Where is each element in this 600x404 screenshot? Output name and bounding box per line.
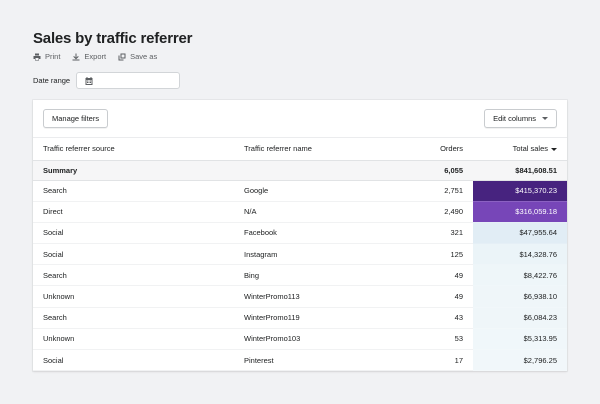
total-sales-cell: $6,938.10 bbox=[473, 285, 567, 308]
manage-filters-button[interactable]: Manage filters bbox=[43, 109, 109, 128]
table-row: Search Google 2,751 $415,370.23 bbox=[33, 180, 567, 202]
table-row: Unknown WinterPromo103 53 $5,313.95 bbox=[33, 328, 567, 351]
source-cell: Direct bbox=[33, 201, 234, 223]
total-sales-cell: $6,084.23 bbox=[473, 307, 567, 329]
save-as-button[interactable]: Save as bbox=[118, 52, 157, 61]
table-row: Unknown WinterPromo113 49 $6,938.10 bbox=[33, 285, 567, 308]
name-cell: Facebook bbox=[234, 222, 400, 245]
save-as-label: Save as bbox=[130, 52, 158, 61]
edit-columns-label: Edit columns bbox=[493, 114, 536, 123]
export-button[interactable]: Export bbox=[72, 52, 106, 61]
name-cell: Google bbox=[234, 180, 400, 202]
report-table: Traffic referrer source Traffic referrer… bbox=[33, 138, 567, 371]
orders-cell: 2,751 bbox=[400, 180, 473, 202]
column-header-name[interactable]: Traffic referrer name bbox=[234, 138, 400, 161]
date-range-input[interactable] bbox=[76, 72, 181, 89]
total-sales-header-label: Total sales bbox=[512, 144, 548, 154]
orders-cell: 43 bbox=[400, 307, 473, 329]
table-row: Social Pinterest 17 $2,796.25 bbox=[33, 349, 567, 371]
chevron-down-icon bbox=[542, 117, 548, 120]
total-sales-cell: $415,370.23 bbox=[473, 180, 567, 202]
column-header-orders[interactable]: Orders bbox=[400, 138, 473, 161]
table-row: Social Facebook 321 $47,955.64 bbox=[33, 222, 567, 245]
orders-cell: 49 bbox=[400, 285, 473, 308]
orders-cell: 321 bbox=[400, 222, 473, 245]
summary-name-cell bbox=[234, 160, 400, 181]
print-button[interactable]: Print bbox=[33, 52, 60, 61]
calendar-icon bbox=[85, 76, 93, 85]
column-header-source[interactable]: Traffic referrer source bbox=[33, 138, 234, 161]
source-cell: Social bbox=[33, 222, 234, 245]
name-cell: Bing bbox=[234, 264, 400, 287]
summary-label: Summary bbox=[33, 160, 234, 181]
printer-icon bbox=[33, 53, 41, 60]
total-sales-cell: $8,422.76 bbox=[473, 264, 567, 287]
orders-cell: 49 bbox=[400, 264, 473, 287]
report-toolbar: Manage filters Edit columns bbox=[33, 100, 567, 138]
source-cell: Unknown bbox=[33, 285, 234, 308]
table-header-row: Traffic referrer source Traffic referrer… bbox=[33, 138, 567, 161]
source-cell: Social bbox=[33, 243, 234, 266]
edit-columns-button[interactable]: Edit columns bbox=[484, 109, 557, 128]
total-sales-cell: $47,955.64 bbox=[473, 222, 567, 245]
summary-row: Summary 6,055 $841,608.51 bbox=[33, 160, 567, 181]
name-cell: WinterPromo103 bbox=[234, 328, 400, 351]
table-row: Direct N/A 2,490 $316,059.18 bbox=[33, 201, 567, 223]
name-cell: WinterPromo113 bbox=[234, 285, 400, 308]
total-sales-cell: $14,328.76 bbox=[473, 243, 567, 266]
page-title: Sales by traffic referrer bbox=[33, 30, 193, 47]
page-actions: Print Export Save as bbox=[33, 52, 157, 61]
source-cell: Search bbox=[33, 264, 234, 287]
export-label: Export bbox=[84, 52, 107, 61]
orders-cell: 125 bbox=[400, 243, 473, 266]
duplicate-icon bbox=[118, 53, 126, 60]
source-cell: Search bbox=[33, 307, 234, 329]
source-cell: Unknown bbox=[33, 328, 234, 351]
orders-cell: 17 bbox=[400, 349, 473, 371]
table-row: Social Instagram 125 $14,328.76 bbox=[33, 243, 567, 266]
orders-cell: 2,490 bbox=[400, 201, 473, 223]
table-row: Search WinterPromo119 43 $6,084.23 bbox=[33, 307, 567, 329]
name-cell: N/A bbox=[234, 201, 400, 223]
report-card: Manage filters Edit columns Traffic refe… bbox=[33, 100, 567, 371]
total-sales-cell: $2,796.25 bbox=[473, 349, 567, 371]
summary-orders: 6,055 bbox=[400, 160, 473, 181]
summary-total-sales: $841,608.51 bbox=[473, 160, 567, 181]
orders-cell: 53 bbox=[400, 328, 473, 351]
date-range-label: Date range bbox=[33, 76, 71, 85]
download-icon bbox=[72, 53, 80, 60]
print-label: Print bbox=[45, 52, 61, 61]
total-sales-cell: $316,059.18 bbox=[473, 201, 567, 223]
date-range-row: Date range bbox=[33, 72, 181, 89]
column-header-total-sales[interactable]: Total sales bbox=[473, 138, 567, 161]
total-sales-cell: $5,313.95 bbox=[473, 328, 567, 351]
source-cell: Social bbox=[33, 349, 234, 371]
name-cell: WinterPromo119 bbox=[234, 307, 400, 329]
source-cell: Search bbox=[33, 180, 234, 202]
sort-descending-icon bbox=[551, 147, 557, 151]
name-cell: Instagram bbox=[234, 243, 400, 266]
table-row: Search Bing 49 $8,422.76 bbox=[33, 264, 567, 287]
name-cell: Pinterest bbox=[234, 349, 400, 371]
